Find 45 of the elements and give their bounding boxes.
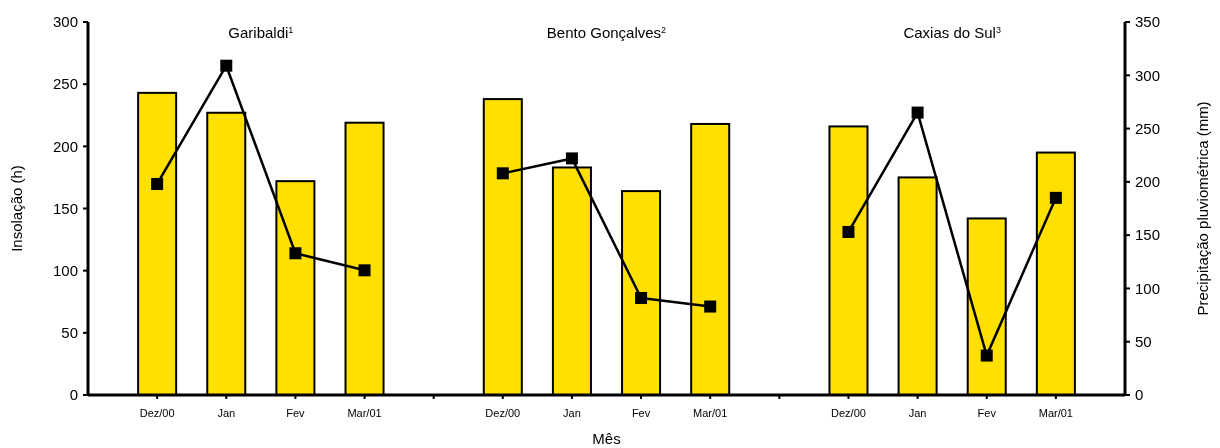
point bbox=[635, 292, 648, 305]
y2-axis-title: Precipitação pluviométrica (mm) bbox=[1194, 101, 1211, 316]
point bbox=[289, 247, 302, 260]
point bbox=[911, 106, 924, 119]
y-tick-label: 300 bbox=[52, 13, 78, 31]
y2-tick-label: 0 bbox=[1135, 386, 1144, 404]
y2-tick-label: 100 bbox=[1135, 279, 1161, 297]
point bbox=[565, 152, 578, 165]
y2-tick-label: 250 bbox=[1135, 119, 1161, 137]
y-tick-label: 100 bbox=[52, 261, 78, 279]
x-tick-label: Fev bbox=[631, 407, 651, 419]
x-tick-label: Jan bbox=[563, 407, 581, 419]
x-tick-label: Fev bbox=[286, 407, 306, 419]
y2-tick-label: 350 bbox=[1135, 13, 1161, 31]
y2-tick-label: 300 bbox=[1135, 66, 1161, 84]
annotation: Garibaldi$^{1}$ bbox=[228, 24, 294, 41]
point bbox=[704, 300, 717, 313]
y2-tick-label: 200 bbox=[1135, 173, 1161, 191]
annotation: Bento Gonçalves$^{2}$ bbox=[546, 24, 667, 41]
y-tick-label: 200 bbox=[52, 137, 78, 155]
point bbox=[220, 59, 233, 72]
point bbox=[358, 264, 371, 277]
x-tick-label: Mar/01 bbox=[347, 407, 382, 419]
point bbox=[1049, 191, 1062, 204]
x-tick-label: Mar/01 bbox=[1038, 407, 1073, 419]
x-tick-label: Dez/00 bbox=[485, 407, 521, 419]
x-tick-label: Jan bbox=[908, 407, 927, 419]
x-tick-label: Dez/00 bbox=[139, 407, 175, 419]
y-tick-label: 150 bbox=[52, 199, 78, 217]
x-tick-label: Mar/01 bbox=[693, 407, 728, 419]
point bbox=[496, 167, 509, 180]
y-tick-label: 50 bbox=[61, 324, 78, 342]
annotation: Caxias do Sul$^{3}$ bbox=[903, 24, 1001, 41]
y2-tick-label: 50 bbox=[1135, 332, 1152, 350]
x-axis-title: Mês bbox=[592, 430, 621, 447]
point bbox=[842, 225, 855, 238]
y-tick-label: 250 bbox=[52, 75, 78, 93]
x-tick-label: Jan bbox=[217, 407, 236, 419]
y2-tick-label: 150 bbox=[1135, 226, 1161, 244]
x-tick-label: Fev bbox=[977, 407, 997, 419]
point bbox=[980, 349, 993, 362]
y-axis-title: Insolação (h) bbox=[8, 165, 25, 252]
y-tick-label: 0 bbox=[69, 386, 78, 404]
x-tick-label: Dez/00 bbox=[831, 407, 866, 419]
point bbox=[151, 177, 164, 190]
